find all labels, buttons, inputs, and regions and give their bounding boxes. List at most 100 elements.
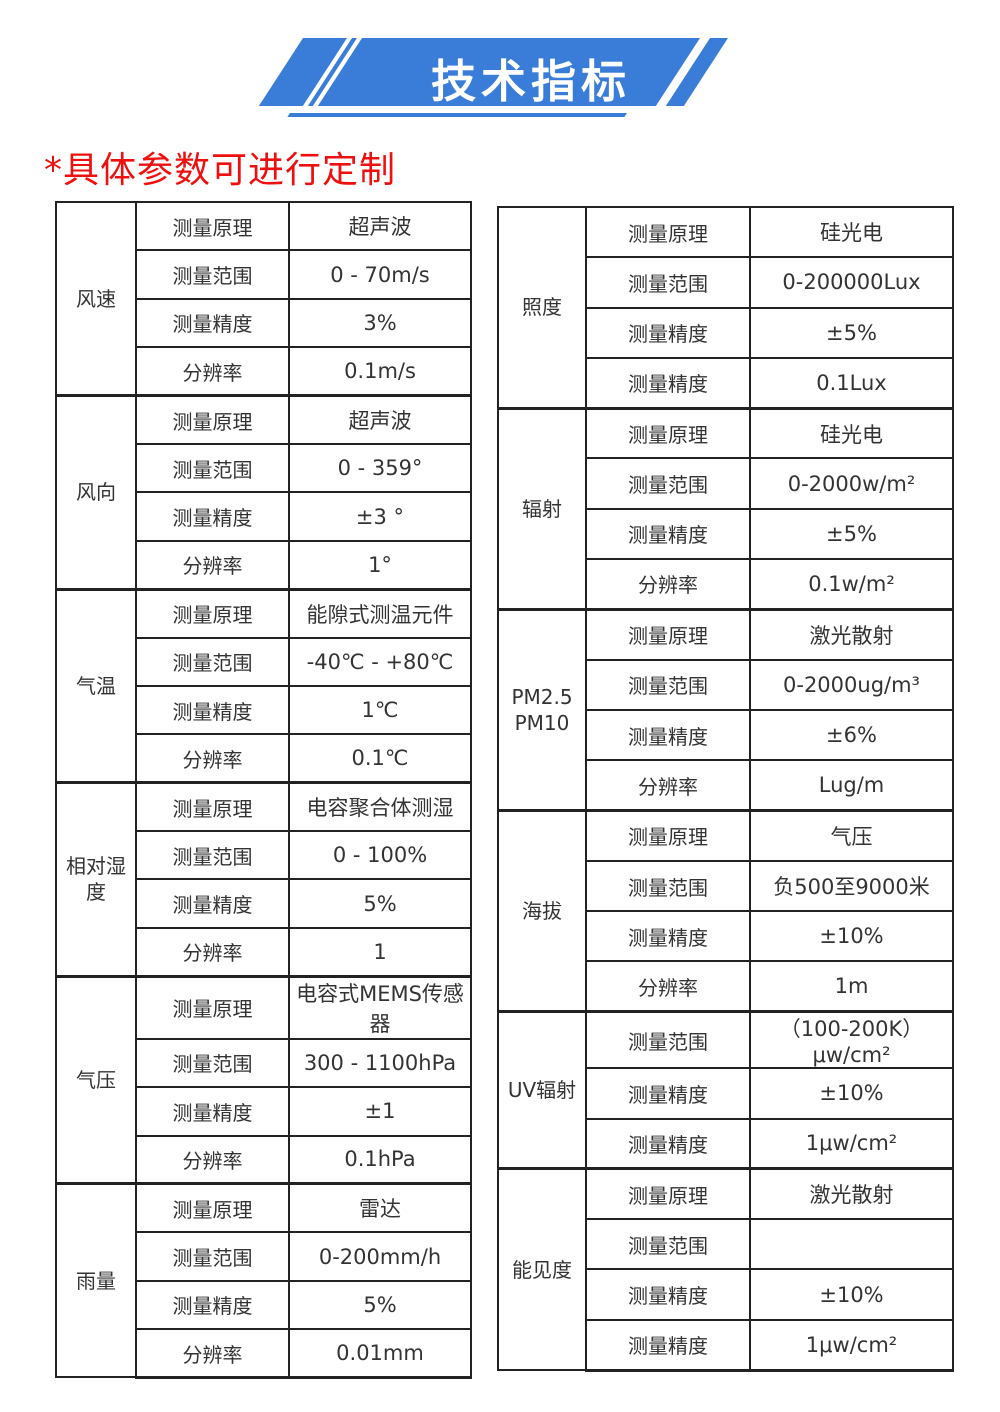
spec-row: 气压 测量原理 电容式MEMS传感器 bbox=[55, 974, 472, 1185]
category-cell: 辐射 bbox=[497, 406, 587, 611]
spec-label-cell: 测量范围 bbox=[585, 859, 751, 913]
spec-row: 测量精度 0.1Lux bbox=[498, 356, 954, 410]
spec-value-cell: ±5% bbox=[749, 507, 954, 561]
spec-value-cell: 超声波 bbox=[288, 394, 472, 445]
spec-value-cell: -40℃ - +80℃ bbox=[288, 636, 472, 687]
category-cell: 气温 bbox=[55, 587, 137, 784]
spec-label-cell: 测量精度 bbox=[585, 1067, 751, 1120]
spec-value-cell: 电容式MEMS传感器 bbox=[288, 974, 472, 1040]
spec-row: 测量精度 ±1 bbox=[56, 1086, 472, 1137]
spec-row: 气温 测量原理 能隙式测温元件 bbox=[55, 587, 472, 784]
spec-value-cell: 5% bbox=[288, 1279, 472, 1331]
spec-value-cell: 0 - 70m/s bbox=[288, 249, 472, 300]
category-cell: UV辐射 bbox=[497, 1010, 587, 1170]
customization-note: *具体参数可进行定制 bbox=[44, 150, 397, 191]
spec-label-cell: 测量原理 bbox=[135, 394, 290, 445]
banner-underline bbox=[287, 113, 627, 117]
spec-label-cell: 测量精度 bbox=[135, 684, 290, 736]
spec-row: 雨量 测量原理 雷达 bbox=[55, 1182, 472, 1379]
spec-value-cell: 超声波 bbox=[288, 200, 472, 252]
spec-value-cell: 0.1w/m² bbox=[749, 558, 954, 611]
spec-value-cell: 0.1m/s bbox=[288, 346, 472, 397]
spec-row: 测量范围 300 - 1100hPa bbox=[56, 1037, 472, 1089]
spec-label-cell: 测量精度 bbox=[135, 297, 290, 349]
spec-row: 测量精度 3% bbox=[56, 297, 472, 349]
spec-value-cell: ±5% bbox=[749, 306, 954, 359]
category-cell: 相对湿度 bbox=[55, 781, 137, 978]
spec-row: 相对湿度 测量原理 电容聚合体测湿 bbox=[55, 781, 472, 978]
spec-row: 分辨率 1 bbox=[56, 926, 472, 978]
spec-row: 测量范围 0-2000ug/m³ bbox=[498, 658, 954, 711]
spec-value-cell: 硅光电 bbox=[749, 406, 954, 460]
spec-row: 分辨率 1° bbox=[56, 539, 472, 591]
spec-label-cell: 测量范围 bbox=[135, 442, 290, 494]
spec-label-cell: 测量精度 bbox=[585, 356, 751, 410]
spec-row: 辐射 测量原理 硅光电 bbox=[497, 406, 954, 611]
spec-label-cell: 测量范围 bbox=[585, 658, 751, 711]
category-cell: 气压 bbox=[55, 974, 137, 1185]
spec-label-cell: 测量范围 bbox=[135, 1231, 290, 1282]
spec-row: 测量范围 0 - 359° bbox=[56, 442, 472, 494]
spec-label-cell: 测量范围 bbox=[585, 1010, 751, 1070]
spec-row: 测量精度 5% bbox=[56, 1279, 472, 1331]
spec-label-cell: 分辨率 bbox=[135, 926, 290, 978]
spec-value-cell: ±10% bbox=[749, 1268, 954, 1321]
spec-row: 测量精度 ±10% bbox=[498, 1067, 954, 1120]
spec-label-cell: 测量范围 bbox=[135, 830, 290, 881]
spec-row: 分辨率 0.1m/s bbox=[56, 346, 472, 397]
banner-title: 技术指标 bbox=[430, 54, 631, 108]
spec-value-cell: 能隙式测温元件 bbox=[288, 587, 472, 639]
spec-label-cell: 测量精度 bbox=[135, 1086, 290, 1137]
category-cell: 海拔 bbox=[497, 809, 587, 1013]
spec-label-cell: 测量原理 bbox=[585, 1167, 751, 1221]
spec-table-right: 照度 测量原理 硅光电 测量范围 0-200000Lux 测量精度 ±5% 测量精度 0.1Lu… bbox=[497, 205, 954, 1372]
spec-label-cell: 测量精度 bbox=[585, 1117, 751, 1170]
spec-value-cell: ±10% bbox=[749, 1067, 954, 1120]
spec-value-cell: 雷达 bbox=[288, 1182, 472, 1234]
spec-row: 分辨率 Lug/m bbox=[498, 759, 954, 812]
spec-row: 测量范围 0 - 70m/s bbox=[56, 249, 472, 300]
spec-value-cell: 0.01mm bbox=[288, 1328, 472, 1379]
spec-label-cell: 测量精度 bbox=[585, 1318, 751, 1372]
spec-label-cell: 测量范围 bbox=[135, 249, 290, 300]
spec-row: 分辨率 0.1hPa bbox=[56, 1134, 472, 1185]
spec-value-cell: 1 bbox=[288, 926, 472, 978]
category-cell: 风向 bbox=[55, 394, 137, 591]
spec-label-cell: 分辨率 bbox=[135, 1328, 290, 1379]
spec-label-cell: 测量范围 bbox=[135, 636, 290, 687]
spec-row: 测量精度 1℃ bbox=[56, 684, 472, 736]
spec-label-cell: 测量精度 bbox=[585, 306, 751, 359]
spec-label-cell: 测量原理 bbox=[135, 781, 290, 833]
spec-label-cell: 测量范围 bbox=[585, 457, 751, 510]
spec-value-cell: 1℃ bbox=[288, 684, 472, 736]
spec-label-cell: 测量精度 bbox=[135, 878, 290, 929]
spec-row: 能见度 测量原理 激光散射 bbox=[497, 1167, 954, 1372]
spec-value-cell: 1m bbox=[749, 960, 954, 1013]
spec-row: 测量范围 0-200mm/h bbox=[56, 1231, 472, 1282]
spec-row: 测量精度 ±10% bbox=[498, 1268, 954, 1321]
spec-value-cell: 气压 bbox=[749, 809, 954, 862]
spec-row: 分辨率 0.1w/m² bbox=[498, 558, 954, 611]
spec-label-cell: 测量精度 bbox=[585, 910, 751, 963]
spec-value-cell: 300 - 1100hPa bbox=[288, 1037, 472, 1089]
spec-row: 测量精度 5% bbox=[56, 878, 472, 929]
spec-row: 分辨率 0.01mm bbox=[56, 1328, 472, 1379]
spec-value-cell: 电容聚合体测湿 bbox=[288, 781, 472, 833]
spec-value-cell: 0.1Lux bbox=[749, 356, 954, 410]
spec-label-cell: 测量范围 bbox=[135, 1037, 290, 1089]
spec-value-cell: 1μw/cm² bbox=[749, 1318, 954, 1372]
spec-label-cell: 分辨率 bbox=[585, 759, 751, 812]
spec-value-cell: 1μw/cm² bbox=[749, 1117, 954, 1170]
spec-label-cell: 分辨率 bbox=[135, 1134, 290, 1185]
tech-specs-banner: 技术指标 bbox=[0, 38, 1000, 128]
spec-row: 测量精度 1μw/cm² bbox=[498, 1117, 954, 1170]
spec-value-cell: 0.1℃ bbox=[288, 733, 472, 784]
spec-value-cell: 0-200000Lux bbox=[749, 256, 954, 309]
category-cell: 照度 bbox=[497, 205, 587, 410]
spec-row: 分辨率 1m bbox=[498, 960, 954, 1013]
spec-label-cell: 分辨率 bbox=[585, 960, 751, 1013]
spec-row: 测量范围 0-2000w/m² bbox=[498, 457, 954, 510]
spec-value-cell: 5% bbox=[288, 878, 472, 929]
spec-row: 测量范围 负500至9000米 bbox=[498, 859, 954, 913]
spec-value-cell: 0-2000ug/m³ bbox=[749, 658, 954, 711]
